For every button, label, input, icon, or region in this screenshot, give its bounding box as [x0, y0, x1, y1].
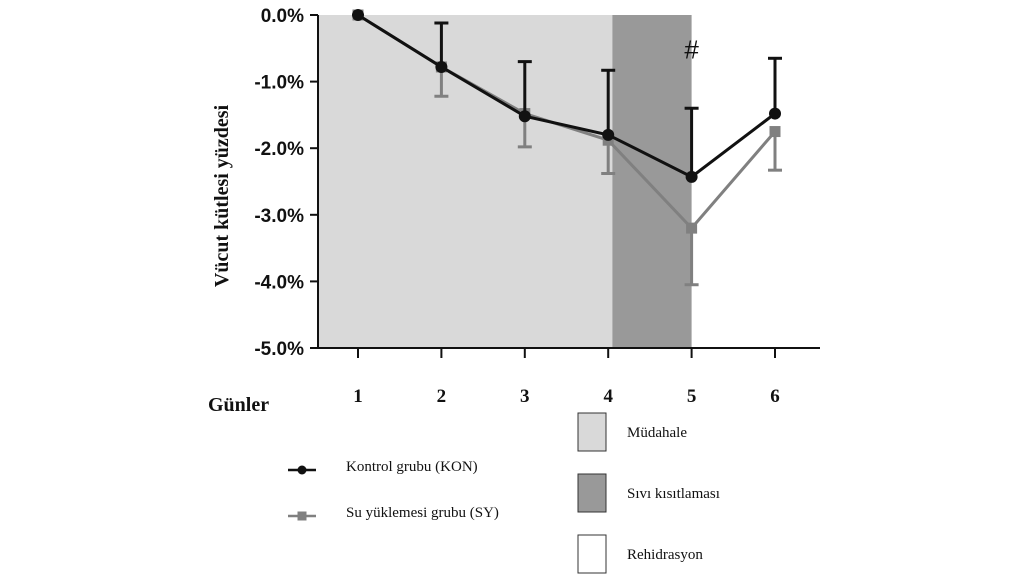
legend-swatch [577, 473, 607, 513]
y-axis-title: Vücut kütlesi yüzdesi [211, 104, 233, 287]
data-point [435, 60, 448, 73]
legend-swatch [577, 534, 607, 574]
data-point [352, 9, 364, 21]
phase-region-1 [318, 15, 613, 348]
y-tick-label: -5.0% [254, 339, 304, 360]
legend-label: Su yüklemesi grubu (SY) [346, 505, 499, 521]
x-tick-label: 1 [353, 386, 363, 407]
data-point [518, 110, 531, 123]
legend-marker [297, 511, 307, 521]
y-tick-label: -2.0% [254, 139, 304, 160]
data-point [769, 107, 781, 120]
y-tick-label: 0.0% [261, 6, 304, 27]
annotation-mark: # [684, 34, 699, 64]
legend-label: Kontrol grubu (KON) [346, 459, 478, 475]
legend-label: Sıvı kısıtlaması [627, 486, 720, 502]
legend-label: Rehidrasyon [627, 547, 703, 563]
series-line-1 [357, 13, 776, 179]
x-tick-label: 2 [437, 386, 447, 407]
x-tick-label: 3 [520, 386, 530, 407]
y-tick-label: -3.0% [254, 206, 304, 227]
legend-swatch [577, 412, 607, 452]
x-axis-title: Günler [208, 394, 269, 416]
y-tick-label: -4.0% [254, 272, 304, 293]
legend-label: Müdahale [627, 425, 687, 441]
x-tick-label: 4 [603, 386, 613, 407]
x-tick-label: 6 [770, 386, 780, 407]
legend-marker [297, 465, 307, 475]
data-point [685, 170, 698, 183]
data-point [769, 126, 781, 138]
phase-region-2 [612, 15, 692, 348]
data-point [602, 128, 615, 141]
y-tick-label: -1.0% [254, 73, 304, 94]
x-tick-label: 5 [687, 386, 697, 407]
data-point [686, 222, 698, 234]
